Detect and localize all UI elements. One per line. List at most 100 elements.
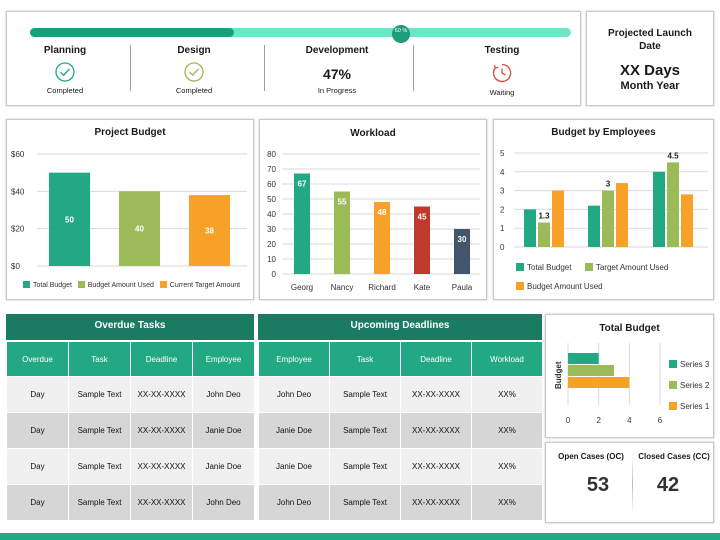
phase-testing: Testing Waiting — [447, 45, 557, 97]
bar — [616, 183, 628, 247]
column-header[interactable]: Task — [329, 341, 401, 377]
cell: John Deo — [192, 484, 255, 521]
chart-title: Project Budget — [94, 127, 166, 138]
launch-sub: Month Year — [620, 80, 680, 92]
bar — [653, 171, 665, 247]
legend-swatch — [516, 282, 524, 290]
upcoming-deadlines-table: Employee Task Deadline Workload John Deo… — [258, 341, 543, 521]
cell: Sample Text — [329, 376, 401, 413]
y-tick-label: 3 — [500, 187, 505, 196]
column-header[interactable]: Employee — [192, 341, 255, 377]
bar — [189, 195, 230, 266]
phase-name: Testing — [484, 45, 520, 56]
overdue-tasks-title: Overdue Tasks — [6, 314, 254, 340]
cell: John Deo — [192, 376, 255, 413]
y-tick-label: 60 — [267, 180, 276, 189]
cell: Janie Doe — [258, 412, 330, 449]
bar — [568, 353, 599, 364]
table-row[interactable]: Day Sample Text XX-XX-XXXX Janie Doe — [6, 448, 255, 485]
bar — [374, 202, 390, 274]
bar — [568, 377, 630, 388]
open-cases-label: Open Cases (OC) — [558, 452, 624, 461]
bar — [568, 365, 614, 376]
column-header[interactable]: Workload — [471, 341, 543, 377]
column-header[interactable]: Task — [68, 341, 131, 377]
table-row[interactable]: Day Sample Text XX-XX-XXXX John Deo — [6, 484, 255, 521]
bar — [414, 206, 430, 274]
bar — [552, 190, 564, 247]
bar — [524, 209, 536, 247]
cell: XX-XX-XXXX — [130, 448, 193, 485]
legend-label: Target Amount Used — [595, 263, 669, 272]
cell: Day — [6, 376, 69, 413]
table-row[interactable]: Day Sample Text XX-XX-XXXX Janie Doe — [6, 412, 255, 449]
bar — [602, 190, 614, 247]
cell: Day — [6, 412, 69, 449]
workload-panel: Workload 0 10 20 30 40 50 60 70 80 67 Georg 55 Nancy… — [259, 119, 487, 300]
data-label: 48 — [378, 208, 387, 217]
chart-legend: Total Budget Budget Amount Used Current … — [23, 281, 240, 289]
budget-by-employees-panel: Budget by Employees 0 1 2 3 4 5 1.3 3 4.5 Total … — [493, 119, 714, 300]
column-header[interactable]: Deadline — [130, 341, 193, 377]
table-row[interactable]: John Deo Sample Text XX-XX-XXXX XX% — [258, 484, 543, 521]
table-row[interactable]: Janie Doe Sample Text XX-XX-XXXX XX% — [258, 448, 543, 485]
cell: Sample Text — [68, 412, 131, 449]
total-budget-chart: 0 2 4 6 Budget Series 3 Series 2 Series 1 — [554, 343, 710, 425]
budget-by-employees-chart: 0 1 2 3 4 5 1.3 3 4.5 — [500, 149, 708, 252]
y-tick-label: 10 — [267, 255, 276, 264]
data-label: 38 — [205, 227, 214, 236]
check-circle-icon — [55, 62, 75, 82]
y-tick-label: 50 — [267, 195, 276, 204]
cell: Janie Doe — [192, 448, 255, 485]
y-tick-label: 0 — [272, 270, 277, 279]
legend-label: Total Budget — [33, 282, 72, 289]
chart-legend-2: Budget Amount Used — [516, 282, 603, 291]
legend-swatch — [77, 281, 85, 288]
legend-swatch — [669, 381, 677, 389]
phase-status: Completed — [46, 86, 84, 95]
y-tick-label: $0 — [11, 262, 20, 271]
x-tick-label: 4 — [627, 416, 632, 425]
bar — [119, 191, 160, 266]
y-tick-label: 40 — [267, 210, 276, 219]
check-circle-icon — [184, 62, 204, 82]
cell: Sample Text — [68, 448, 131, 485]
launch-label-2: Date — [639, 41, 661, 52]
progress-fill — [30, 28, 235, 37]
launch-date-panel: Projected Launch Date XX Days Month Year — [586, 11, 714, 106]
x-tick-label: 6 — [658, 416, 663, 425]
column-header[interactable]: Deadline — [400, 341, 472, 377]
y-tick-label: $40 — [11, 187, 25, 196]
legend-swatch — [23, 281, 30, 288]
legend-label: Series 2 — [680, 381, 710, 390]
project-budget-chart: $0 $20 $40 $60 50 40 38 — [11, 150, 247, 271]
cell: XX% — [471, 448, 543, 485]
chart-legend: Total Budget Target Amount Used — [516, 263, 668, 272]
y-tick-label: 1 — [500, 224, 505, 233]
data-label: 1.3 — [538, 212, 550, 221]
table-row[interactable]: Janie Doe Sample Text XX-XX-XXXX XX% — [258, 412, 543, 449]
data-label: 67 — [298, 180, 307, 189]
data-label: 4.5 — [667, 151, 679, 160]
project-budget-panel: Project Budget $0 $20 $40 $60 50 40 38 Total B… — [6, 119, 254, 300]
x-tick-label: Georg — [291, 283, 313, 292]
cell: XX-XX-XXXX — [130, 376, 193, 413]
phase-status: Completed — [175, 86, 213, 95]
table-row[interactable]: John Deo Sample Text XX-XX-XXXX XX% — [258, 376, 543, 413]
closed-cases-value: 42 — [656, 474, 680, 496]
phase-name: Development — [305, 45, 369, 56]
table-row[interactable]: Day Sample Text XX-XX-XXXX John Deo — [6, 376, 255, 413]
y-tick-label: $20 — [11, 225, 25, 234]
column-header[interactable]: Overdue — [6, 341, 69, 377]
bar — [294, 173, 310, 274]
bar — [681, 194, 693, 247]
bar — [49, 172, 90, 266]
launch-label: Projected Launch — [608, 28, 692, 39]
cell: XX% — [471, 376, 543, 413]
y-tick-label: $60 — [11, 150, 25, 159]
column-header[interactable]: Employee — [258, 341, 330, 377]
phase-development: Development 47% In Progress — [282, 45, 392, 95]
project-progress-panel — [6, 11, 581, 106]
cell: XX-XX-XXXX — [130, 484, 193, 521]
phase-name: Design — [177, 45, 211, 56]
